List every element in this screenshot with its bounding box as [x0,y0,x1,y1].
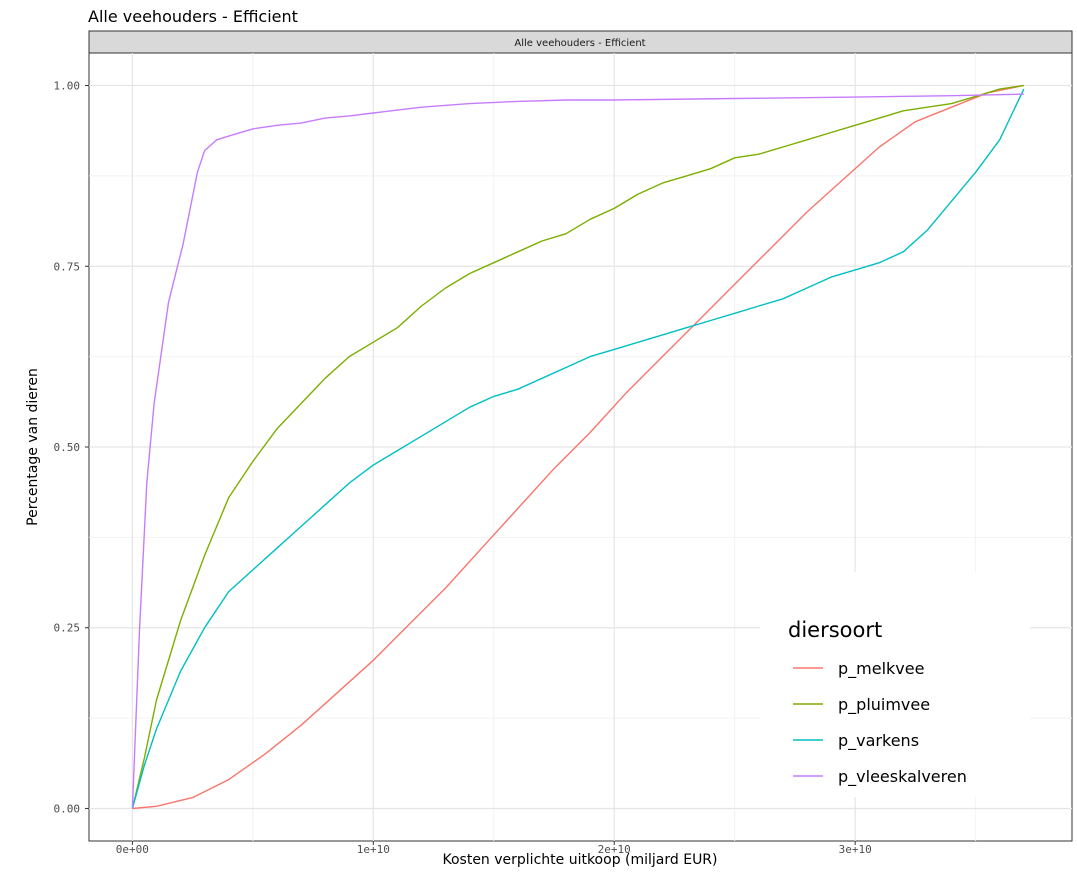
y-tick-label: 1.00 [54,80,81,93]
series-line-p-varkens [131,88,1025,809]
x-axis-title: Kosten verplichte uitkoop (miljard EUR) [442,852,717,868]
y-tick-label: 0.75 [54,260,81,273]
chart-title: Alle veehouders - Efficient [88,7,298,26]
y-axis-title: Percentage van dieren [25,368,41,526]
x-axis: 0e+00 1e+10 2e+10 3e+10 [116,841,872,856]
legend-label-p-melkvee: p_melkvee [838,659,924,679]
facet-strip-label: Alle veehouders - Efficient [514,38,645,49]
x-tick-label: 1e+10 [357,843,390,856]
legend-background [760,572,1030,797]
series-line-p-vleeskalveren [131,93,1024,809]
legend-label-p-vleeskalveren: p_vleeskalveren [838,767,967,787]
y-axis: 0.00 0.25 0.50 0.75 1.00 [54,80,89,815]
major-gridlines [89,53,1072,841]
series-line-p-melkvee [132,84,1024,810]
y-tick-label: 0.50 [54,441,81,454]
series-line-p-pluimvee [131,84,1024,809]
series-lines [131,84,1025,810]
legend-label-p-pluimvee: p_pluimvee [838,695,930,715]
legend-items: p_melkvee p_pluimvee p_varkens p_vleeskalve… [793,659,967,787]
legend-title: diersoort [788,618,882,642]
x-tick-label: 3e+10 [839,843,872,856]
legend-label-p-varkens: p_varkens [838,731,919,751]
x-tick-label: 2e+10 [598,843,631,856]
legend: diersoort p_melkveep_pluimveep_varkensp_… [760,572,1030,797]
y-tick-label: 0.00 [54,802,81,815]
x-tick-label: 0e+00 [116,843,149,856]
y-tick-label: 0.25 [54,622,81,635]
